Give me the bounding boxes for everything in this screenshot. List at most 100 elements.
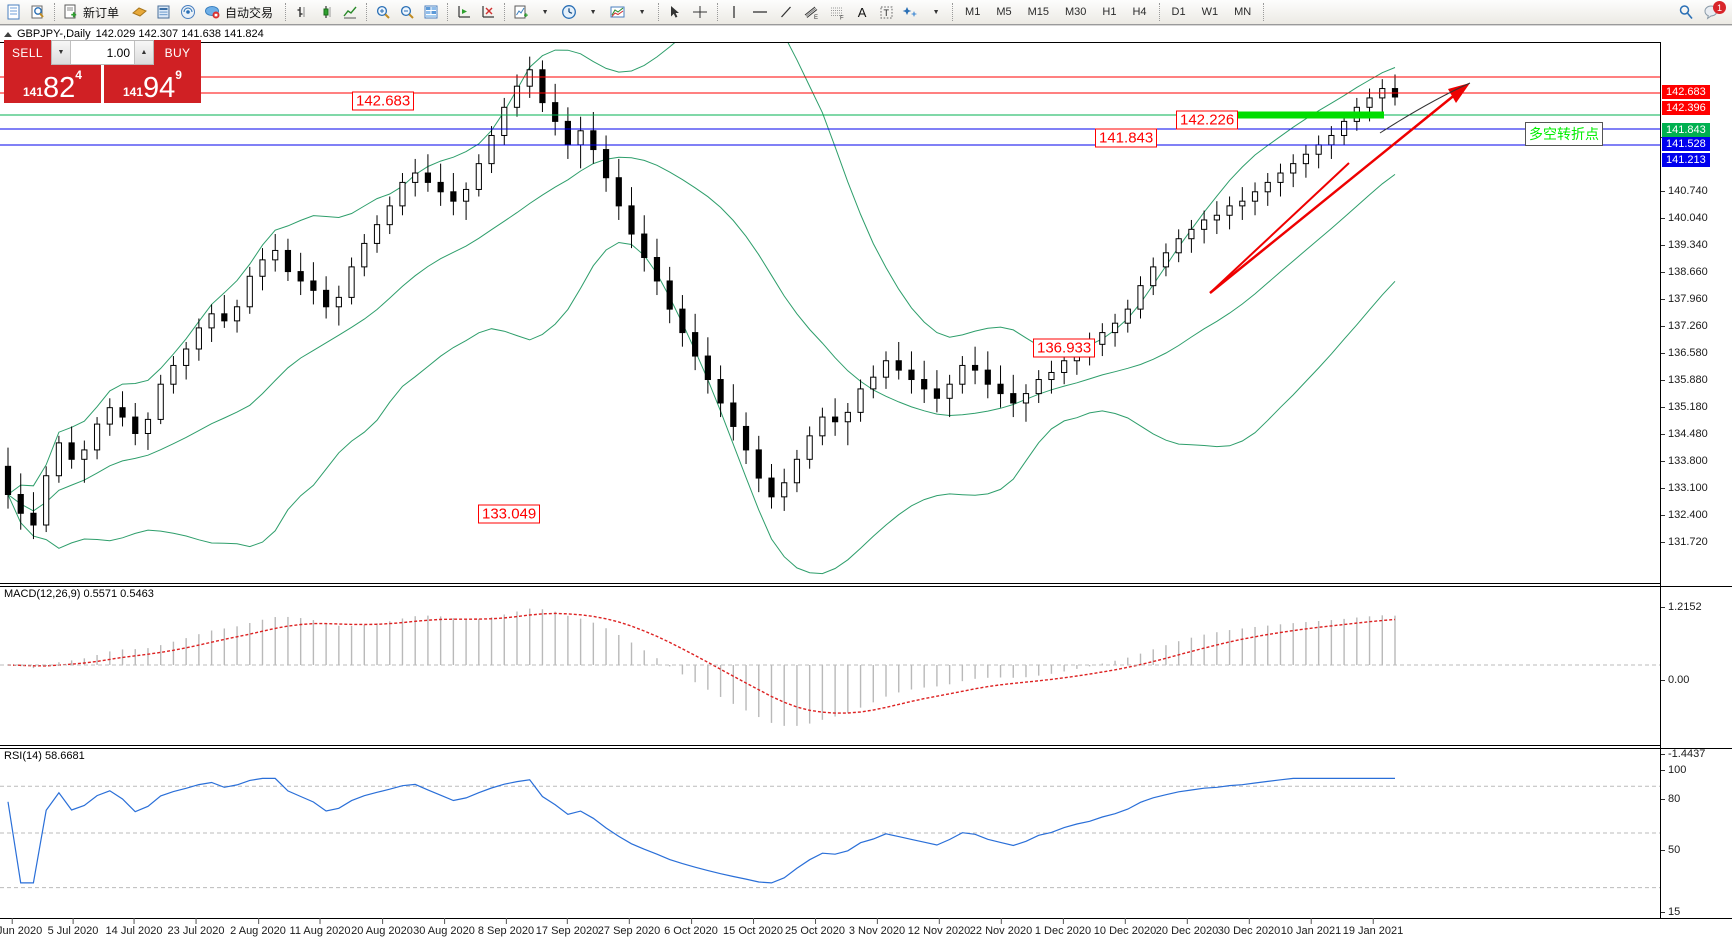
sell-price-display[interactable]: 141 82 4 [4,65,101,103]
fibonacci-icon[interactable]: F [825,1,849,23]
price-axis[interactable]: 142.120140.740140.040139.340138.660137.9… [1660,42,1732,918]
terminal-icon[interactable] [153,1,175,23]
timeframe-m15[interactable]: M15 [1027,6,1049,18]
date-tick: 11 Aug 2020 [289,918,351,937]
timeframe-h4[interactable]: H4 [1132,6,1147,18]
price-chart-svg [0,43,1660,575]
line-chart-icon[interactable] [339,1,361,23]
buy-price-display[interactable]: 141 94 9 [101,65,201,103]
zoom-in-icon[interactable] [372,1,394,23]
data-window-icon[interactable] [420,1,442,23]
sell-button[interactable]: SELL [4,40,51,65]
new-order-button[interactable]: 新订单 [60,1,126,23]
date-tick: 23 Jul 2020 [167,918,225,937]
crosshair-icon[interactable] [688,1,712,23]
price-level-badge[interactable]: 141.528 [1662,137,1710,151]
new-chart-icon[interactable] [3,1,25,23]
svg-text:F: F [840,16,844,21]
shapes-dropdown-caret[interactable]: ▼ [932,8,940,16]
date-tick: 22 Nov 2020 [969,918,1033,937]
label-142-226[interactable]: 142.226 [1176,110,1239,130]
timeframe-w1[interactable]: W1 [1201,6,1219,18]
vertical-line-icon[interactable] [723,1,745,23]
price-level-badge[interactable]: 142.683 [1662,85,1710,99]
chart-symbol-header: GBPJPY-,Daily 142.029 142.307 141.638 14… [0,26,264,42]
date-tick: 6 Oct 2020 [664,918,718,937]
templates-icon[interactable] [606,1,629,23]
label-142-683[interactable]: 142.683 [352,91,415,111]
rsi-indicator-pane[interactable]: RSI(14) 58.6681 [0,748,1660,918]
text-icon[interactable]: A [857,4,867,20]
label-141-843[interactable]: 141.843 [1095,128,1158,148]
uptrend-arrow-line[interactable] [1209,88,1463,294]
chart-window[interactable]: GBPJPY-,Daily 142.029 142.307 141.638 14… [0,25,1732,943]
date-tick: 3 Nov 2020 [848,918,906,937]
macd-histogram [20,608,1396,726]
buy-button[interactable]: BUY [154,40,201,65]
templates-dropdown-caret[interactable]: ▼ [638,8,646,16]
macd-tick: 0.00 [1661,674,1689,686]
auto-scroll-icon[interactable] [477,1,499,23]
main-toolbar: 新订单 自动交易 ▼ ▼ [0,0,1732,25]
volume-stepper[interactable]: ▼ 1.00 ▲ [51,40,154,65]
price-level-badge[interactable]: 141.213 [1662,153,1710,167]
search-icon[interactable] [1674,1,1698,23]
axis-divider-macd [1660,586,1732,587]
timeframe-m30[interactable]: M30 [1065,6,1087,18]
one-click-trading-panel[interactable]: SELL ▼ 1.00 ▲ BUY 141 82 4 141 94 9 [4,40,201,103]
autotrading-button[interactable]: 自动交易 [201,1,280,23]
new-order-label: 新订单 [83,5,120,20]
toolbar-separator [952,3,954,21]
trendline-icon[interactable] [775,1,797,23]
signals-icon[interactable] [177,1,199,23]
horizontal-line-icon[interactable] [747,1,773,23]
zoom-out-icon[interactable] [396,1,418,23]
expert-advisor-icon[interactable] [128,1,151,23]
profiles-icon[interactable] [27,1,49,23]
price-level-badge[interactable]: 142.396 [1662,101,1710,115]
indicators-dropdown-caret[interactable]: ▼ [541,8,549,16]
macd-label: MACD(12,26,9) 0.5571 0.5463 [2,588,156,600]
shapes-icon[interactable] [899,1,923,23]
price-level-badge[interactable]: 141.843 [1662,123,1710,137]
price-tick: 139.340 [1661,239,1708,251]
buy-fraction: 9 [175,68,182,82]
label-133-049[interactable]: 133.049 [478,504,541,524]
candlestick-chart-icon[interactable] [315,1,337,23]
date-tick: 30 Dec 2020 [1217,918,1281,937]
label-136-933[interactable]: 136.933 [1033,338,1096,358]
chart-shift-icon[interactable] [453,1,475,23]
price-tick: 140.740 [1661,185,1708,197]
equidistant-channel-icon[interactable]: E [799,1,823,23]
timeframe-m5[interactable]: M5 [996,6,1012,18]
buy-pips: 94 [143,72,176,104]
macd-indicator-pane[interactable]: MACD(12,26,9) 0.5571 0.5463 [0,586,1660,746]
macd-svg [0,608,1660,726]
toolbar-separator [717,3,719,21]
notifications-badge[interactable]: 1 [1700,1,1726,23]
volume-decrement-button[interactable]: ▼ [52,41,71,64]
volume-increment-button[interactable]: ▲ [134,41,153,64]
bar-chart-icon[interactable] [291,1,313,23]
text-label-icon[interactable]: T [875,1,897,23]
timeframe-m1[interactable]: M1 [965,6,981,18]
price-chart-pane[interactable] [0,42,1660,584]
uptrend-support-line[interactable] [1209,162,1350,294]
toolbar-separator [1158,3,1160,21]
toolbar-separator [658,3,660,21]
macd-signal-line [7,612,1396,714]
volume-input[interactable]: 1.00 [106,45,130,60]
period-dropdown-caret[interactable]: ▼ [589,8,597,16]
timeframe-d1[interactable]: D1 [1171,6,1186,18]
date-tick: 10 Dec 2020 [1093,918,1157,937]
rsi-tick: 100 [1661,764,1686,776]
timeframe-mn[interactable]: MN [1234,6,1252,18]
timeframe-h1[interactable]: H1 [1102,6,1117,18]
date-tick: 2 Aug 2020 [230,918,286,937]
annotation-text-box[interactable]: 多空转折点 [1525,122,1603,146]
indicators-icon[interactable] [510,1,532,23]
date-tick: 20 Dec 2020 [1155,918,1219,937]
period-icon[interactable] [558,1,580,23]
cursor-icon[interactable] [664,1,686,23]
